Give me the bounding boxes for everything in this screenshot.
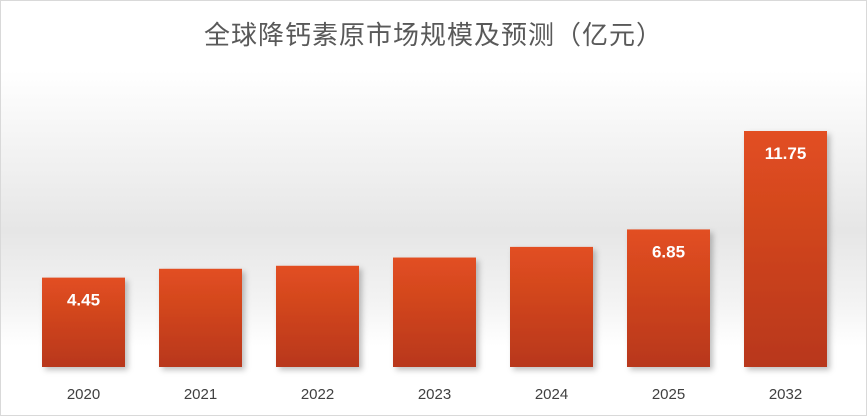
x-tick-label-2020: 2020: [67, 386, 100, 403]
chart-title: 全球降钙素原市场规模及预测（亿元）: [203, 21, 663, 51]
bar-2025: [627, 229, 710, 367]
x-tick-label-2032: 2032: [769, 386, 802, 403]
x-tick-label-2024: 2024: [535, 386, 568, 403]
bars-layer: 4.45 6.85 11.75: [42, 131, 827, 367]
x-tick-label-2021: 2021: [184, 386, 217, 403]
data-label-2020: 4.45: [67, 291, 100, 310]
bar-2020: [42, 277, 125, 367]
data-label-2032: 11.75: [765, 144, 807, 163]
x-tick-label-2025: 2025: [652, 386, 685, 403]
bar-2021: [159, 268, 242, 367]
bar-2032: [744, 131, 827, 367]
data-label-2025: 6.85: [652, 242, 685, 261]
x-tick-label-2022: 2022: [301, 386, 334, 403]
bar-2022: [276, 265, 359, 367]
bar-2023: [393, 257, 476, 367]
x-tick-label-2023: 2023: [418, 386, 451, 403]
x-axis: 2020 2021 2022 2023 2024 2025 2032: [67, 386, 802, 403]
bar-2024: [510, 246, 593, 367]
